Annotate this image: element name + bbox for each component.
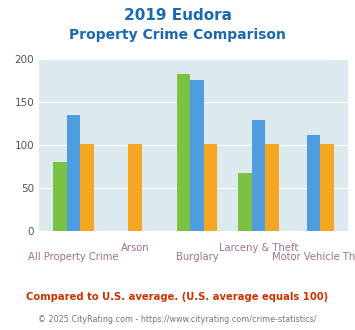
Text: Motor Vehicle Theft: Motor Vehicle Theft bbox=[272, 252, 355, 262]
Text: Property Crime Comparison: Property Crime Comparison bbox=[69, 28, 286, 42]
Bar bbox=[266, 144, 279, 231]
Bar bbox=[320, 144, 334, 231]
Bar bbox=[252, 120, 266, 231]
Bar bbox=[67, 115, 80, 231]
Bar bbox=[204, 144, 217, 231]
Bar bbox=[190, 80, 204, 231]
Bar bbox=[53, 162, 67, 231]
Bar bbox=[80, 144, 94, 231]
Text: Compared to U.S. average. (U.S. average equals 100): Compared to U.S. average. (U.S. average … bbox=[26, 292, 329, 302]
Text: Burglary: Burglary bbox=[176, 252, 218, 262]
Text: 2019 Eudora: 2019 Eudora bbox=[124, 8, 231, 23]
Bar bbox=[238, 173, 252, 231]
Text: Arson: Arson bbox=[121, 243, 149, 253]
Text: Larceny & Theft: Larceny & Theft bbox=[219, 243, 298, 253]
Bar bbox=[176, 74, 190, 231]
Bar bbox=[129, 144, 142, 231]
Text: © 2025 CityRating.com - https://www.cityrating.com/crime-statistics/: © 2025 CityRating.com - https://www.city… bbox=[38, 315, 317, 324]
Text: All Property Crime: All Property Crime bbox=[28, 252, 119, 262]
Bar bbox=[307, 135, 320, 231]
